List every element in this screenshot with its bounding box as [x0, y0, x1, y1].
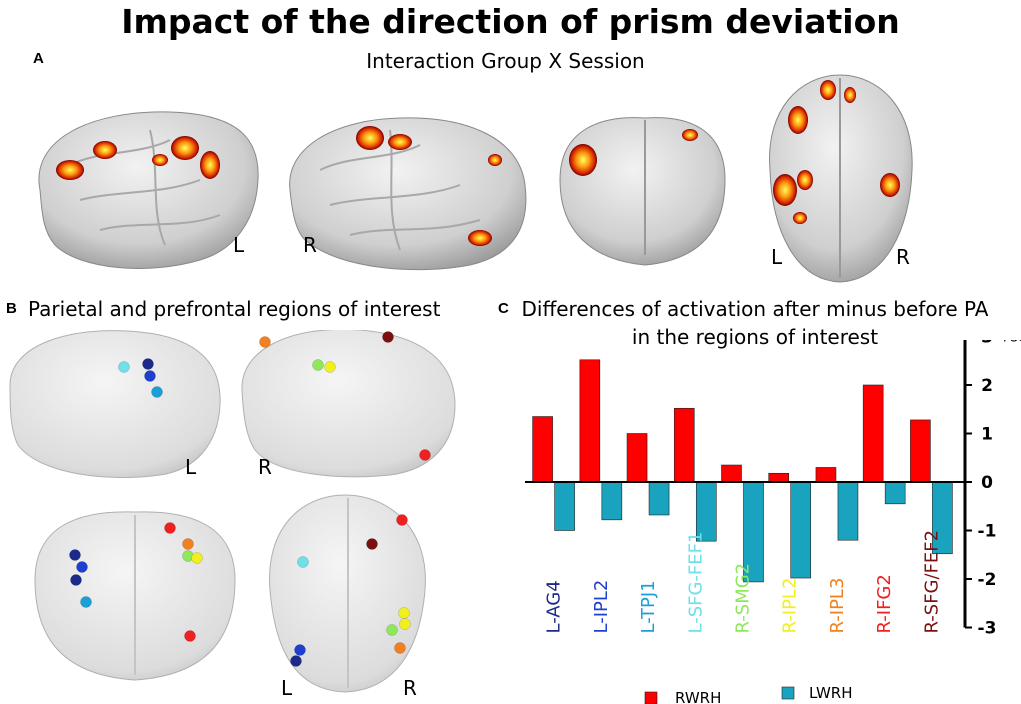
bar-rwrh: [862, 384, 884, 483]
roi-dot: [164, 522, 176, 534]
roi-dot: [142, 358, 154, 370]
roi-dot: [382, 331, 394, 343]
bar-rwrh: [815, 467, 837, 483]
panel-a-brains: [38, 74, 913, 283]
y-tick-label: 0: [981, 473, 993, 493]
bar-rwrh: [626, 433, 648, 483]
roi-dot: [70, 574, 82, 586]
y-axis-label: PSC: [1003, 340, 1021, 345]
roi-dot: [191, 552, 203, 564]
panel-b-side-label-4: R: [403, 676, 417, 700]
panel-a-side-label-4: R: [896, 245, 910, 269]
panel-b-label: B: [6, 300, 17, 317]
panel-c-title-line2: in the regions of interest: [631, 325, 879, 349]
category-label: R-SFG/FEF2: [921, 530, 942, 634]
figure-title: Impact of the direction of prism deviati…: [121, 2, 900, 41]
glass-brain-right-lateral: [241, 330, 456, 478]
panel-a-title-text: Interaction Group X Session: [366, 49, 645, 73]
roi-dot: [366, 538, 378, 550]
panel-a-side-label-1: L: [233, 233, 245, 257]
roi-dot: [151, 386, 163, 398]
brain-right-lateral: [289, 117, 527, 271]
roi-dot: [184, 630, 196, 642]
bar-rwrh: [910, 419, 931, 483]
roi-dot: [259, 336, 271, 348]
roi-dot: [394, 642, 406, 654]
category-label: L-SFG-FEF1: [685, 532, 706, 634]
panel-b-title: Parietal and prefrontal regions of inter…: [28, 297, 441, 321]
panel-b-side-label-2: R: [258, 455, 272, 479]
brain-dorsal: [769, 74, 913, 283]
category-label: L-TPJ1: [638, 580, 659, 633]
bar-rwrh: [768, 472, 790, 483]
roi-dot: [182, 538, 194, 550]
bar-lwrh: [837, 481, 859, 541]
roi-dot: [144, 370, 156, 382]
bar-rwrh: [673, 407, 695, 483]
bar-rwrh: [579, 359, 601, 483]
legend-swatch-rwrh: [644, 691, 658, 704]
roi-dot: [80, 596, 92, 608]
bar-lwrh: [648, 481, 670, 516]
panel-a-label: A: [33, 50, 44, 67]
roi-dot: [396, 514, 408, 526]
bar-lwrh: [884, 481, 906, 505]
bar-lwrh: [554, 481, 575, 531]
roi-dot: [76, 561, 88, 573]
roi-dot: [386, 624, 398, 636]
panel-a-side-label-2: R: [303, 233, 317, 257]
y-tick-label: 1: [981, 425, 993, 445]
roi-dot: [419, 449, 431, 461]
y-tick-label: 2: [981, 376, 993, 396]
brain-posterior: [559, 117, 726, 266]
legend-label-rwrh: RWRH: [675, 689, 721, 704]
legend-swatch-lwrh: [781, 686, 795, 700]
roi-dot: [290, 655, 302, 667]
y-tick-label: 3: [981, 340, 993, 348]
roi-dots: [69, 331, 431, 667]
panel-c-label: C: [498, 300, 509, 317]
category-label: R-IFG2: [874, 574, 895, 633]
bar-lwrh: [601, 481, 623, 521]
roi-dot: [312, 359, 324, 371]
glass-brain-left-lateral: [9, 330, 221, 478]
roi-dot: [297, 556, 309, 568]
category-label: R-SMG2: [733, 563, 754, 634]
panel-b-side-label-3: L: [281, 676, 293, 700]
roi-dot: [398, 607, 410, 619]
bar-lwrh: [790, 481, 812, 579]
panel-b-brains: [9, 330, 456, 693]
bar-rwrh: [721, 464, 742, 483]
roi-dot: [324, 361, 336, 373]
glass-brain-dorsal: [269, 494, 426, 693]
category-label: L-IPL2: [591, 580, 612, 634]
panel-b-side-label-1: L: [185, 455, 197, 479]
panel-a-title: Interaction Group X Session: [0, 49, 1021, 73]
glass-brain-posterior: [34, 511, 236, 681]
brain-left-lateral: [38, 111, 259, 269]
panel-a-side-label-3: L: [771, 245, 783, 269]
y-tick-label: -2: [978, 570, 997, 590]
legend-label-lwrh: LWRH: [809, 684, 853, 702]
bar-chart: L-AG4 L-IPL2 L-TPJ1 L-SFG-FEF1 R-SMG2 R-IPL2 R…: [525, 340, 1021, 704]
category-label: L-AG4: [544, 580, 565, 633]
bar-rwrh: [532, 416, 553, 483]
y-tick-label: -3: [978, 619, 997, 639]
category-label: R-IPL3: [827, 578, 848, 634]
roi-dot: [118, 361, 130, 373]
y-tick-label: -1: [978, 522, 997, 542]
roi-dot: [294, 644, 306, 656]
category-label: R-IPL2: [780, 578, 801, 634]
roi-dot: [69, 549, 81, 561]
panel-c-title-line1: Differences of activation after minus be…: [521, 297, 989, 321]
roi-dot: [399, 618, 411, 630]
